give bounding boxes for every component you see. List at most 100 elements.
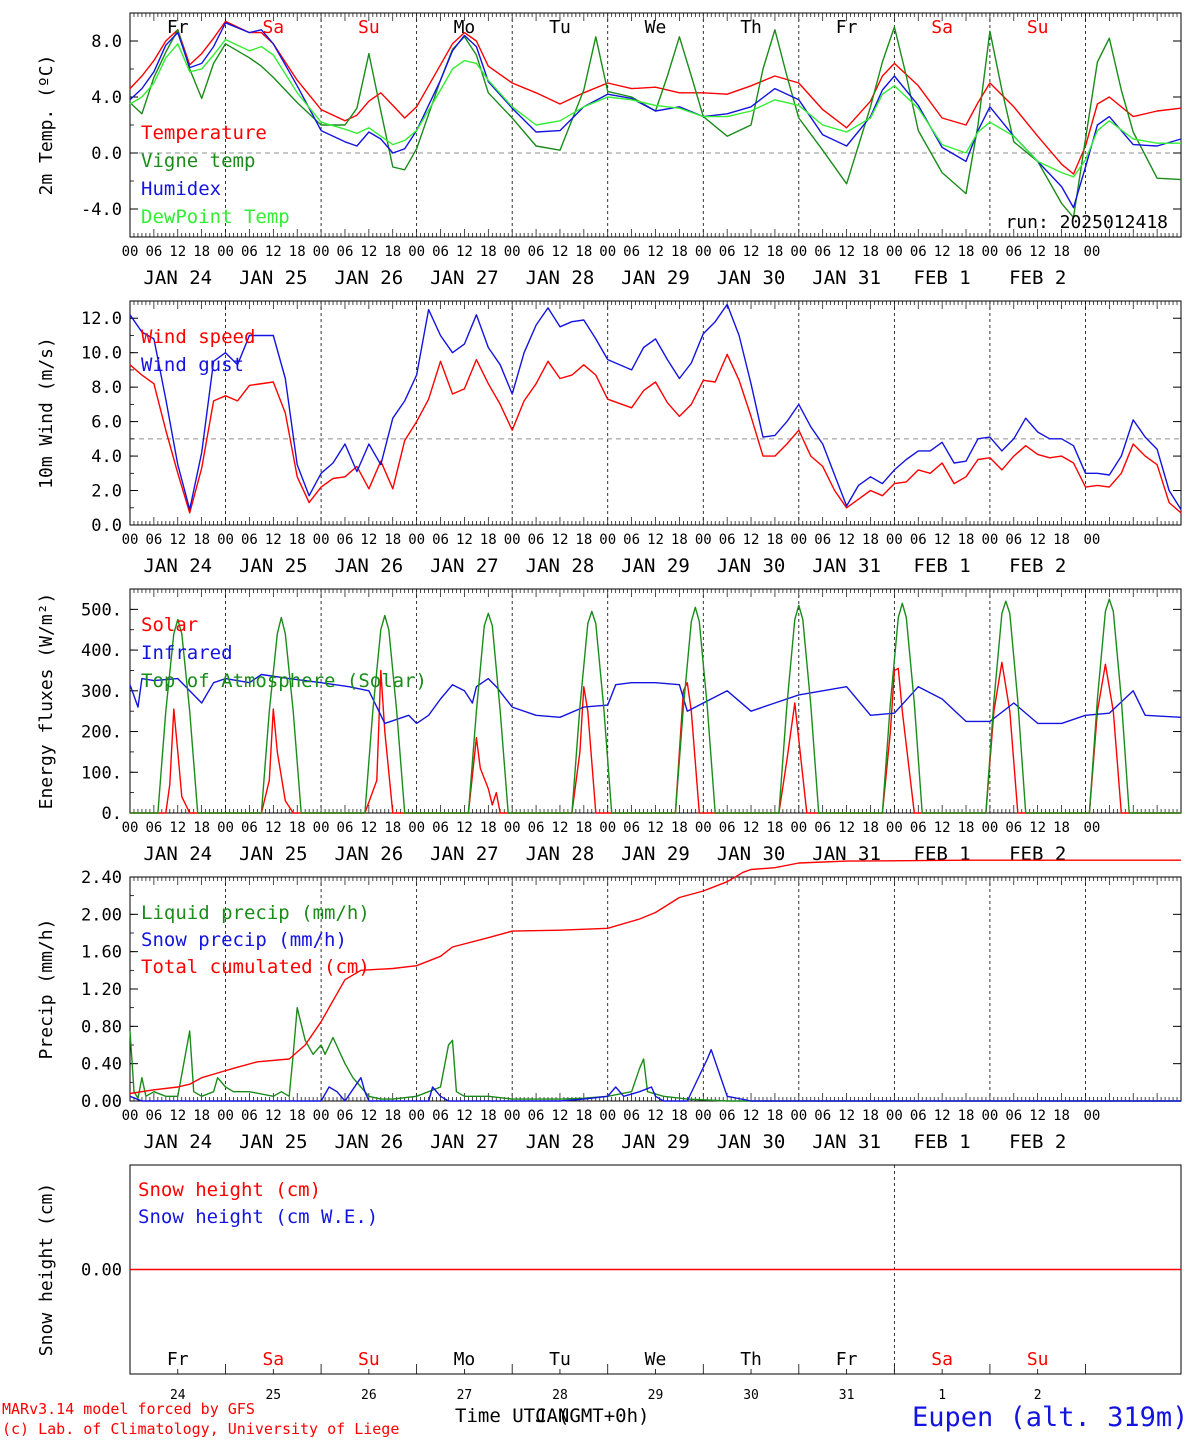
date-label: JAN 27 (430, 843, 499, 865)
hour-tick-label: 12 (1029, 532, 1046, 548)
y-tick-label: 0.80 (81, 1017, 122, 1037)
hour-tick-label: 06 (814, 1108, 831, 1124)
hour-tick-label: 00 (122, 244, 139, 260)
hour-tick-label: 00 (1083, 820, 1100, 836)
hour-tick-label: 06 (337, 1108, 354, 1124)
weekday-label: Su (1027, 17, 1049, 38)
hour-tick-label: 12 (169, 244, 186, 260)
hour-tick-label: 18 (480, 244, 497, 260)
hour-tick-label: 00 (217, 1108, 234, 1124)
date-label: FEB 2 (1009, 267, 1066, 289)
month-label: JAN (535, 1405, 570, 1427)
hour-tick-label: 00 (599, 532, 616, 548)
hour-tick-label: 12 (265, 1108, 282, 1124)
weekday-label: Su (1027, 1349, 1049, 1370)
legend-entry: Solar (141, 614, 198, 636)
hour-tick-label: 12 (647, 1108, 664, 1124)
legend-entry: Humidex (141, 178, 221, 200)
date-label: JAN 27 (430, 555, 499, 577)
hour-tick-label: 06 (337, 244, 354, 260)
hour-tick-label: 06 (241, 244, 258, 260)
date-label: JAN 24 (143, 843, 212, 865)
hour-tick-label: 18 (575, 244, 592, 260)
hour-tick-label: 12 (265, 532, 282, 548)
hour-tick-label: 00 (217, 244, 234, 260)
hour-tick-label: 12 (456, 244, 473, 260)
hour-tick-label: 00 (886, 532, 903, 548)
hour-tick-label: 12 (169, 1108, 186, 1124)
y-tick-label: 4.0 (91, 88, 122, 108)
hour-tick-label: 18 (289, 244, 306, 260)
hour-tick-label: 00 (599, 820, 616, 836)
y-tick-label: 400. (81, 641, 122, 661)
hour-tick-label: 06 (241, 532, 258, 548)
date-label: JAN 31 (812, 843, 881, 865)
y-tick-label: 300. (81, 682, 122, 702)
hour-tick-label: 12 (265, 244, 282, 260)
y-tick-label: 0.00 (81, 1261, 122, 1281)
date-label: JAN 25 (239, 843, 308, 865)
hour-tick-label: 06 (623, 532, 640, 548)
hour-tick-label: 18 (384, 820, 401, 836)
y-tick-label: 0.0 (91, 516, 122, 536)
date-label: FEB 1 (914, 267, 971, 289)
hour-tick-label: 06 (719, 244, 736, 260)
hour-tick-label: 18 (384, 532, 401, 548)
hour-tick-label: 06 (814, 244, 831, 260)
series-line-1 (129, 1007, 1181, 1102)
date-label: JAN 31 (812, 555, 881, 577)
date-label: JAN 25 (239, 555, 308, 577)
hour-tick-label: 18 (862, 532, 879, 548)
series-line-2 (129, 1049, 1181, 1102)
y-tick-label: 200. (81, 723, 122, 743)
hour-tick-label: 18 (767, 244, 784, 260)
date-label: JAN 25 (239, 267, 308, 289)
hour-tick-label: 18 (958, 1108, 975, 1124)
hour-tick-label: 00 (790, 1108, 807, 1124)
hour-tick-label: 12 (743, 244, 760, 260)
hour-tick-label: 00 (504, 244, 521, 260)
hour-tick-label: 12 (360, 532, 377, 548)
y-tick-label: 4.0 (91, 447, 122, 467)
hour-tick-label: 00 (217, 820, 234, 836)
y-tick-label: 0.0 (91, 144, 122, 164)
hour-tick-label: 12 (838, 532, 855, 548)
hour-tick-label: 18 (767, 532, 784, 548)
station-label: Eupen (alt. 319m) (912, 1402, 1189, 1433)
weekday-label: Sa (262, 17, 284, 38)
hour-tick-label: 12 (456, 532, 473, 548)
hour-tick-label: 18 (575, 820, 592, 836)
y-tick-label: 2.00 (81, 905, 122, 925)
date-label: JAN 29 (621, 267, 690, 289)
hour-tick-label: 00 (504, 1108, 521, 1124)
legend-entry: Snow height (cm) (138, 1179, 321, 1201)
hour-tick-label: 06 (719, 1108, 736, 1124)
hour-tick-label: 18 (480, 1108, 497, 1124)
hour-tick-label: 18 (193, 532, 210, 548)
y-tick-label: 8.0 (91, 378, 122, 398)
y-tick-label: 8.0 (91, 32, 122, 52)
hour-tick-label: 06 (145, 820, 162, 836)
hour-tick-label: 18 (575, 532, 592, 548)
hour-tick-label: 18 (958, 532, 975, 548)
hour-tick-label: 00 (599, 1108, 616, 1124)
hour-tick-label: 06 (719, 820, 736, 836)
panel-4: 0.00 0.40 0.80 1.20 1.60 2.00 2.40 Precip (mm/h… (36, 859, 1182, 1153)
date-label: JAN 30 (717, 1131, 786, 1153)
hour-tick-label: 06 (910, 820, 927, 836)
hour-tick-label: 18 (671, 244, 688, 260)
hour-tick-label: 18 (671, 532, 688, 548)
date-label: JAN 31 (812, 1131, 881, 1153)
hour-tick-label: 06 (145, 244, 162, 260)
hour-tick-label: 06 (432, 244, 449, 260)
date-label: JAN 31 (812, 267, 881, 289)
hour-tick-label: 00 (981, 244, 998, 260)
hour-tick-label: 18 (193, 820, 210, 836)
date-label: JAN 30 (717, 267, 786, 289)
hour-tick-label: 18 (193, 1108, 210, 1124)
date-label: JAN 28 (526, 555, 595, 577)
hour-tick-label: 00 (886, 1108, 903, 1124)
hour-tick-label: 12 (169, 820, 186, 836)
hour-tick-label: 18 (575, 1108, 592, 1124)
